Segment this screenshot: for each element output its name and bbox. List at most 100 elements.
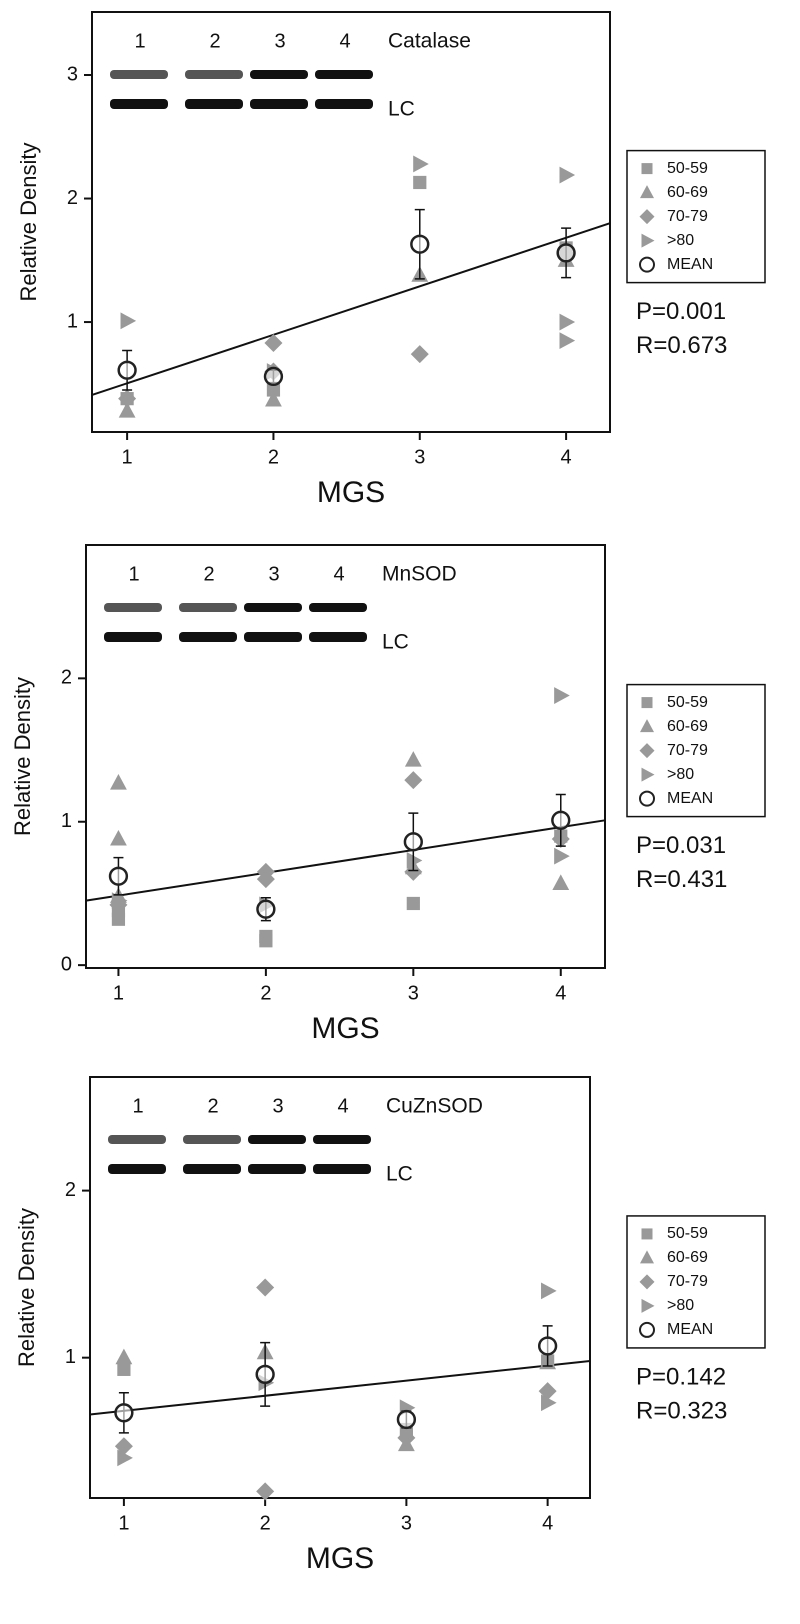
point [115, 1348, 133, 1365]
y-axis-title: Relative Density [14, 1208, 39, 1367]
point [541, 1282, 557, 1300]
lane-label: 1 [132, 1095, 143, 1117]
y-tick-label: 1 [65, 1346, 76, 1368]
legend-label: >80 [667, 232, 694, 249]
blot-band [248, 1164, 306, 1174]
mean-marker [537, 1336, 558, 1356]
lane-label: 4 [333, 563, 344, 585]
legend-marker [639, 256, 655, 273]
blot-band [108, 1135, 166, 1144]
mean-marker [403, 832, 423, 852]
point [110, 829, 127, 846]
point [256, 870, 275, 889]
lc-label: LC [382, 631, 409, 654]
point [120, 312, 137, 330]
point [256, 1278, 275, 1297]
lane-label: 3 [268, 563, 279, 585]
mean-marker [556, 243, 576, 263]
plot-frame [89, 1076, 591, 1499]
y-tick-label: 1 [67, 310, 78, 332]
lane-label: 3 [272, 1095, 283, 1117]
blot-band [313, 1135, 371, 1144]
fit-line [91, 222, 611, 396]
legend-marker [639, 790, 655, 807]
point [118, 402, 136, 418]
blot-band [315, 99, 373, 109]
point [264, 334, 283, 353]
point [404, 771, 423, 790]
point [413, 155, 429, 173]
stat-annotation: R=0.431 [636, 866, 727, 893]
lc-label: LC [386, 1163, 413, 1186]
blot-band [104, 632, 162, 642]
plot-frame [91, 11, 611, 433]
legend-label: MEAN [667, 1321, 713, 1338]
mean-marker [263, 366, 284, 387]
point [559, 166, 576, 184]
legend-label: 70-79 [667, 208, 708, 225]
legend-label: >80 [667, 766, 694, 783]
x-tick-label: 4 [542, 1512, 553, 1534]
protein-label: MnSOD [382, 563, 457, 586]
point [397, 1428, 416, 1447]
legend-marker [641, 767, 655, 782]
blot-band [309, 632, 367, 642]
point [265, 390, 282, 407]
y-tick-label: 2 [67, 187, 78, 209]
point [266, 383, 281, 397]
x-tick-label: 1 [113, 982, 124, 1004]
mean-marker [256, 899, 276, 919]
lane-label: 4 [339, 30, 350, 52]
x-tick-label: 2 [260, 1512, 271, 1534]
point [559, 313, 576, 331]
point [259, 929, 273, 944]
blot-band [183, 1164, 241, 1174]
point [256, 1482, 275, 1501]
x-axis-title: MGS [306, 1542, 374, 1575]
mean-marker [117, 360, 137, 380]
blot-band [108, 1164, 166, 1174]
blot-band [309, 603, 367, 612]
legend-marker [640, 185, 654, 199]
point [117, 1362, 131, 1376]
x-tick-label: 3 [408, 982, 419, 1004]
protein-label: Catalase [388, 30, 471, 53]
x-tick-label: 2 [260, 982, 271, 1004]
blot-band [250, 99, 308, 109]
lane-label: 4 [337, 1095, 348, 1117]
blot-band [179, 632, 237, 642]
point [110, 774, 127, 790]
fit-line [89, 1360, 591, 1416]
x-tick-label: 2 [268, 446, 279, 468]
legend-label: 60-69 [667, 1249, 708, 1266]
x-tick-label: 1 [122, 446, 133, 468]
legend-marker [641, 1228, 653, 1240]
blot-band [313, 1164, 371, 1174]
legend-label: 50-59 [667, 160, 708, 177]
blot-band [250, 70, 308, 79]
stat-annotation: P=0.031 [636, 832, 726, 859]
legend-marker [641, 233, 655, 248]
legend-label: >80 [667, 1297, 694, 1314]
x-axis-title: MGS [311, 1012, 379, 1045]
legend-label: 70-79 [667, 742, 708, 759]
blot-band [244, 632, 302, 642]
lane-label: 1 [128, 563, 139, 585]
y-tick-label: 2 [65, 1179, 76, 1201]
protein-label: CuZnSOD [386, 1095, 483, 1118]
legend-label: 60-69 [667, 184, 708, 201]
y-axis-title: Relative Density [10, 677, 35, 836]
point [404, 751, 422, 767]
legend-marker [639, 743, 655, 759]
blot-band [110, 99, 168, 109]
point [406, 852, 423, 869]
lane-label: 2 [209, 30, 220, 52]
point [406, 896, 420, 911]
legend-label: MEAN [667, 256, 713, 273]
x-tick-label: 3 [414, 446, 425, 468]
stat-annotation: P=0.001 [636, 298, 726, 325]
lane-label: 2 [207, 1095, 218, 1117]
stat-annotation: P=0.142 [636, 1363, 726, 1390]
point [559, 332, 576, 349]
point [410, 345, 429, 364]
